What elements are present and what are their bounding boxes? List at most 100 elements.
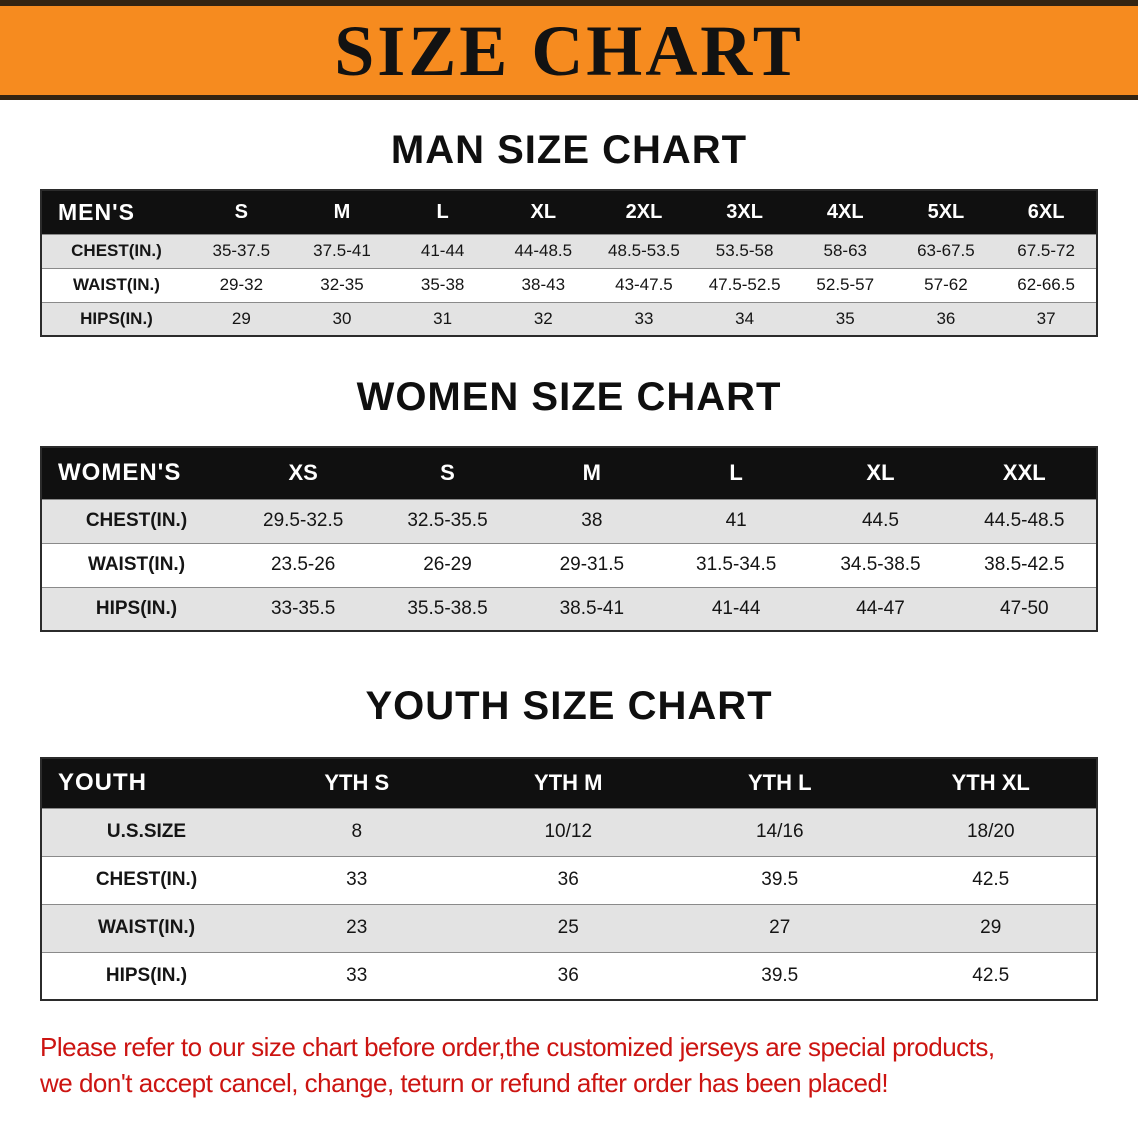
men-section-heading: MAN SIZE CHART	[390, 128, 748, 172]
size-value-cell: 35-37.5	[191, 233, 292, 268]
size-value-cell: 41-44	[663, 586, 809, 631]
size-value-cell: 47.5-52.5	[694, 267, 795, 302]
youth-section: YOUTH SIZE CHART YOUTH YTH S YTH M YTH L YTH…	[0, 684, 1138, 1001]
size-value-cell: 34.5-38.5	[808, 542, 953, 587]
size-value-cell: 38.5-41	[519, 586, 664, 631]
size-value-cell: 35	[794, 301, 896, 336]
size-column-header: 6XL	[1027, 200, 1065, 223]
women-section: WOMEN SIZE CHART WOMEN'S XS S M L XL XXL CHEST(…	[0, 375, 1138, 632]
size-value-cell: 48.5-53.5	[593, 233, 695, 268]
measurement-row: CHEST(IN.) 29.5-32.5 32.5-35.5 38 41 44.5 44.5…	[41, 498, 1097, 543]
women-size-table: WOMEN'S XS S M L XL XXL CHEST(IN.) 29.5-32.5 32.5…	[40, 446, 1098, 632]
size-value-cell: 31	[392, 301, 493, 336]
size-value-cell: 38	[519, 498, 664, 543]
size-value-cell: 37	[996, 301, 1097, 336]
size-value-cell: 44.5-48.5	[952, 498, 1097, 543]
size-value-cell: 67.5-72	[996, 233, 1097, 268]
size-value-cell: 35-38	[392, 267, 493, 302]
disclaimer-line-1: Please refer to our size chart before or…	[40, 1032, 995, 1062]
size-value-cell: 36	[462, 855, 674, 904]
size-value-cell: 35.5-38.5	[375, 586, 520, 631]
row-label: CHEST(IN.)	[41, 498, 231, 543]
size-value-cell: 58-63	[794, 233, 896, 268]
youth-section-heading: YOUTH SIZE CHART	[365, 684, 773, 728]
row-label: CHEST(IN.)	[41, 855, 251, 904]
size-value-cell: 26-29	[375, 542, 520, 587]
disclaimer-line-2: we don't accept cancel, change, teturn o…	[40, 1068, 889, 1099]
size-column-header: XL	[530, 200, 557, 223]
size-value-cell: 33	[593, 301, 695, 336]
row-label: WAIST(IN.)	[41, 267, 191, 302]
size-value-cell: 31.5-34.5	[663, 542, 809, 587]
measurement-row: HIPS(IN.) 33 36 39.5 42.5	[41, 951, 1097, 1000]
size-value-cell: 38-43	[492, 267, 594, 302]
size-value-cell: 29-31.5	[519, 542, 664, 587]
size-value-cell: 39.5	[674, 855, 886, 904]
size-value-cell: 44.5	[808, 498, 953, 543]
size-column-header: S	[440, 460, 455, 486]
size-column-header: 5XL	[927, 200, 965, 223]
size-value-cell: 41-44	[392, 233, 493, 268]
size-column-header: L	[436, 200, 449, 223]
measurement-row: U.S.SIZE 8 10/12 14/16 18/20	[41, 807, 1097, 856]
size-value-cell: 18/20	[885, 807, 1097, 856]
size-column-header: YTH L	[747, 770, 812, 796]
size-value-cell: 38.5-42.5	[952, 542, 1097, 587]
size-value-cell: 37.5-41	[291, 233, 393, 268]
size-chart-page: SIZE CHART MAN SIZE CHART MEN'S S M L XL 2XL 3…	[0, 0, 1138, 1099]
measurement-row: HIPS(IN.) 33-35.5 35.5-38.5 38.5-41 41-44 44-…	[41, 586, 1097, 631]
measurement-row: CHEST(IN.) 35-37.5 37.5-41 41-44 44-48.5 48.5…	[41, 233, 1097, 268]
size-value-cell: 29	[191, 301, 292, 336]
measurement-row: HIPS(IN.) 29 30 31 32 33 34 35 36 37	[41, 301, 1097, 336]
size-value-cell: 29-32	[191, 267, 292, 302]
size-value-cell: 32	[492, 301, 594, 336]
women-section-heading: WOMEN SIZE CHART	[356, 375, 782, 419]
row-label: HIPS(IN.)	[41, 951, 251, 1000]
size-value-cell: 63-67.5	[895, 233, 997, 268]
size-column-header: 2XL	[625, 200, 663, 223]
size-value-cell: 10/12	[462, 807, 674, 856]
size-column-header: XXL	[1002, 460, 1046, 486]
size-value-cell: 62-66.5	[996, 267, 1097, 302]
size-value-cell: 44-48.5	[492, 233, 594, 268]
row-label: WAIST(IN.)	[41, 542, 231, 587]
size-value-cell: 33-35.5	[231, 586, 376, 631]
measurement-row: WAIST(IN.) 29-32 32-35 35-38 38-43 43-47.5 47.…	[41, 267, 1097, 302]
size-value-cell: 42.5	[885, 855, 1097, 904]
size-column-header: M	[333, 200, 351, 223]
size-column-header: S	[234, 200, 248, 223]
size-column-header: YTH XL	[951, 770, 1030, 796]
measurement-row: WAIST(IN.) 23 25 27 29	[41, 903, 1097, 952]
table-header-row: MEN'S S M L XL 2XL 3XL 4XL 5XL 6XL	[41, 190, 1097, 234]
banner: SIZE CHART	[0, 0, 1138, 100]
size-value-cell: 39.5	[674, 951, 886, 1000]
size-value-cell: 41	[663, 498, 809, 543]
size-column-header: YTH S	[324, 770, 390, 796]
size-value-cell: 32.5-35.5	[375, 498, 520, 543]
size-value-cell: 32-35	[291, 267, 393, 302]
size-column-header: XS	[288, 460, 318, 486]
table-title-cell: WOMEN'S	[58, 459, 182, 487]
size-value-cell: 14/16	[674, 807, 886, 856]
size-column-header: 4XL	[826, 200, 864, 223]
size-value-cell: 44-47	[808, 586, 953, 631]
size-value-cell: 47-50	[952, 586, 1097, 631]
size-value-cell: 52.5-57	[794, 267, 896, 302]
size-value-cell: 23.5-26	[231, 542, 376, 587]
row-label: WAIST(IN.)	[41, 903, 251, 952]
size-column-header: YTH M	[534, 770, 603, 796]
table-header-row: YOUTH YTH S YTH M YTH L YTH XL	[41, 758, 1097, 808]
measurement-row: CHEST(IN.) 33 36 39.5 42.5	[41, 855, 1097, 904]
size-value-cell: 33	[251, 855, 463, 904]
size-value-cell: 36	[462, 951, 674, 1000]
size-value-cell: 53.5-58	[694, 233, 795, 268]
size-value-cell: 29	[885, 903, 1097, 952]
size-value-cell: 29.5-32.5	[231, 498, 376, 543]
size-value-cell: 43-47.5	[593, 267, 695, 302]
table-title-cell: MEN'S	[58, 198, 135, 225]
size-value-cell: 30	[291, 301, 393, 336]
measurement-row: WAIST(IN.) 23.5-26 26-29 29-31.5 31.5-34.5 34…	[41, 542, 1097, 587]
size-value-cell: 34	[694, 301, 795, 336]
table-title-cell: YOUTH	[58, 769, 147, 797]
size-value-cell: 27	[674, 903, 886, 952]
